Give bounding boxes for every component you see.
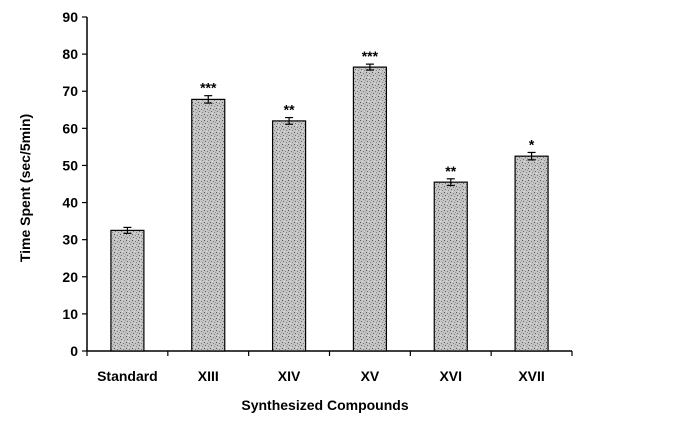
y-tick-label: 30 — [62, 232, 78, 248]
bar-standard — [110, 229, 145, 352]
bar-xiii — [191, 98, 226, 352]
y-tick-label: 40 — [62, 195, 78, 211]
y-tick-label: 60 — [62, 120, 78, 136]
x-tick-label: XVII — [518, 368, 544, 384]
x-axis-title: Synthesized Compounds — [241, 397, 408, 413]
significance-marker: * — [529, 136, 535, 152]
y-tick-label: 10 — [62, 306, 78, 322]
x-tick-label: Standard — [97, 368, 158, 384]
y-axis: 0 10 20 30 40 50 60 70 80 90 — [62, 9, 88, 359]
significance-marker: *** — [362, 48, 379, 64]
y-axis-title: Time Spent (sec/5min) — [17, 114, 33, 262]
y-tick-label: 70 — [62, 83, 78, 99]
x-axis: Standard XIII XIV XV XVI XVII — [86, 350, 573, 384]
x-tick-label: XV — [361, 368, 380, 384]
significance-marker: ** — [284, 102, 295, 118]
bar-xvii — [514, 155, 549, 352]
bar-xvi — [433, 181, 468, 352]
significance-marker: ** — [445, 163, 456, 179]
bars: *********** — [110, 48, 549, 352]
x-tick-label: XIII — [198, 368, 219, 384]
y-tick-label: 50 — [62, 157, 78, 173]
bar-xv — [352, 66, 388, 352]
x-tick-label: XVI — [439, 368, 462, 384]
bar-xiv — [271, 120, 307, 352]
x-tick-label: XIV — [278, 368, 301, 384]
y-tick-label: 0 — [70, 343, 78, 359]
y-tick-label: 90 — [62, 9, 78, 25]
significance-marker: *** — [200, 80, 217, 96]
y-tick-label: 20 — [62, 269, 78, 285]
y-tick-label: 80 — [62, 46, 78, 62]
